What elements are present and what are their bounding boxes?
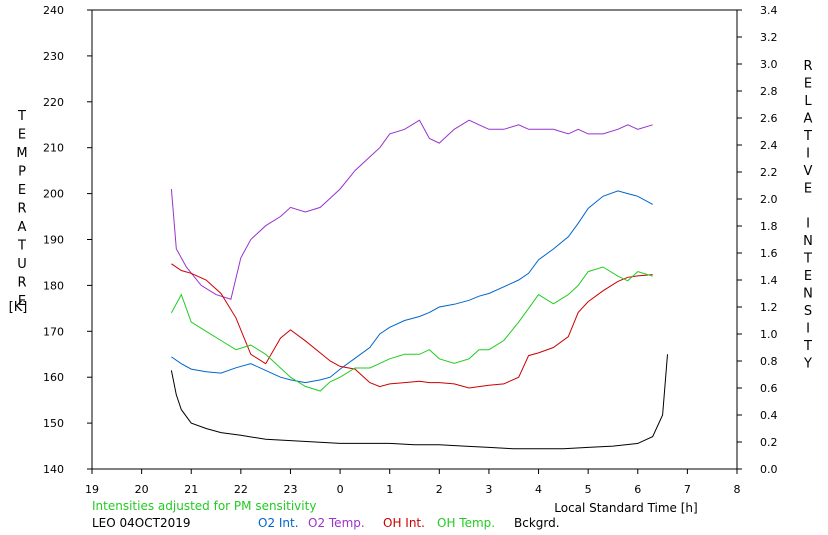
right-tick-label: 2.4 [760,139,778,152]
legend-entry: Bckgrd. [514,516,560,530]
right-axis-letter: T [803,252,812,267]
x-tick-label: 21 [184,483,198,496]
legend-entry: O2 Temp. [308,516,365,530]
left-tick-label: 210 [43,142,64,155]
left-tick-label: 140 [43,463,64,476]
legend-entry: OH Temp. [437,516,495,530]
left-axis-letter: U [17,257,27,272]
right-axis-letter: Y [803,357,812,372]
x-axis-ticks: 19 20 21 22 23 0 1 2 3 4 5 6 7 8 [85,469,741,496]
left-tick-label: 170 [43,325,64,338]
left-tick-label: 230 [43,50,64,63]
sensitivity-note: Intensities adjusted for PM sensitivity [92,499,316,513]
right-axis-letter: E [804,182,812,197]
left-axis-letter: M [16,146,27,161]
x-tick-label: 20 [135,483,149,496]
right-tick-label: 3.0 [760,58,778,71]
right-axis-letter: R [803,59,812,74]
right-tick-label: 2.6 [760,112,778,125]
right-axis-letter: N [803,287,813,302]
left-tick-label: 160 [43,371,64,384]
left-axis-letter: P [18,165,26,180]
plot-frame [91,9,738,470]
right-axis-letter: I [806,147,810,162]
x-tick-label: 3 [485,483,492,496]
left-axis-letter: R [17,202,26,217]
right-axis-letter: T [803,339,812,354]
left-axis-letter: R [17,276,26,291]
left-tick-label: 180 [43,279,64,292]
left-tick-label: 200 [43,188,64,201]
right-tick-label: 2.2 [760,166,778,179]
legend: O2 Int. O2 Temp. OH Int. OH Temp. Bckgrd. [258,516,560,530]
x-tick-label: 23 [283,483,297,496]
x-tick-label: 0 [337,483,344,496]
site-date-label: LEO 04OCT2019 [92,516,191,530]
series-line-oh-temp [170,266,653,392]
series-line-o2-int [171,190,653,384]
right-tick-label: 1.2 [760,301,778,314]
left-axis-letter: T [17,109,26,124]
right-axis-letter: V [804,164,813,179]
right-tick-label: 0.4 [760,409,778,422]
right-tick-label: 2.8 [760,85,778,98]
right-axis-letter: I [806,217,810,232]
legend-entry: O2 Int. [258,516,299,530]
right-tick-label: 0.2 [760,436,778,449]
x-tick-label: 1 [386,483,393,496]
right-tick-label: 0.8 [760,355,778,368]
right-tick-label: 1.4 [760,274,778,287]
right-axis-letter: E [804,269,812,284]
right-tick-label: 1.0 [760,328,778,341]
right-axis-letter: I [806,322,810,337]
x-tick-label: 4 [535,483,542,496]
right-tick-label: 1.6 [760,247,778,260]
x-axis-label: Local Standard Time [h] [554,501,697,515]
left-axis-ticks: 140 150 160 170 180 190 200 210 220 230 240 [43,4,92,476]
right-axis-letter: L [804,94,812,109]
right-tick-label: 0.0 [760,463,778,476]
right-axis-letter: E [804,77,812,92]
x-tick-label: 2 [436,483,443,496]
left-tick-label: 220 [43,96,64,109]
x-tick-label: 7 [684,483,691,496]
left-tick-label: 190 [43,234,64,247]
left-axis-letter: T [17,239,26,254]
right-tick-label: 3.2 [760,31,778,44]
right-axis-letter: N [803,234,813,249]
series-layer [170,119,668,450]
series-line-o2-temp [170,119,653,300]
left-axis-letter: A [18,220,27,235]
right-tick-label: 2.0 [760,193,778,206]
left-tick-label: 240 [43,4,64,17]
left-tick-label: 150 [43,417,64,430]
right-axis-letter: A [804,112,813,127]
series-line-bckgrd [170,354,668,450]
right-tick-label: 0.6 [760,382,778,395]
right-tick-label: 3.4 [760,4,778,17]
x-tick-label: 5 [585,483,592,496]
x-tick-label: 22 [234,483,248,496]
left-axis-letter: E [18,128,26,143]
right-tick-label: 1.8 [760,220,778,233]
x-tick-label: 6 [634,483,641,496]
x-tick-label: 19 [85,483,99,496]
left-axis-letter: E [18,183,26,198]
left-axis-letter: E [18,294,26,309]
legend-entry: OH Int. [383,516,425,530]
x-tick-label: 8 [734,483,741,496]
series-line-oh-int [171,263,653,389]
right-axis-letter: T [803,129,812,144]
right-axis-letter: S [804,304,812,319]
left-axis-unit: [K] [9,300,28,315]
right-axis-ticks: 0.0 0.2 0.4 0.6 0.8 1.0 1.2 1.4 1.6 1.8 2.0 2.2 2.4 2… [737,4,778,476]
